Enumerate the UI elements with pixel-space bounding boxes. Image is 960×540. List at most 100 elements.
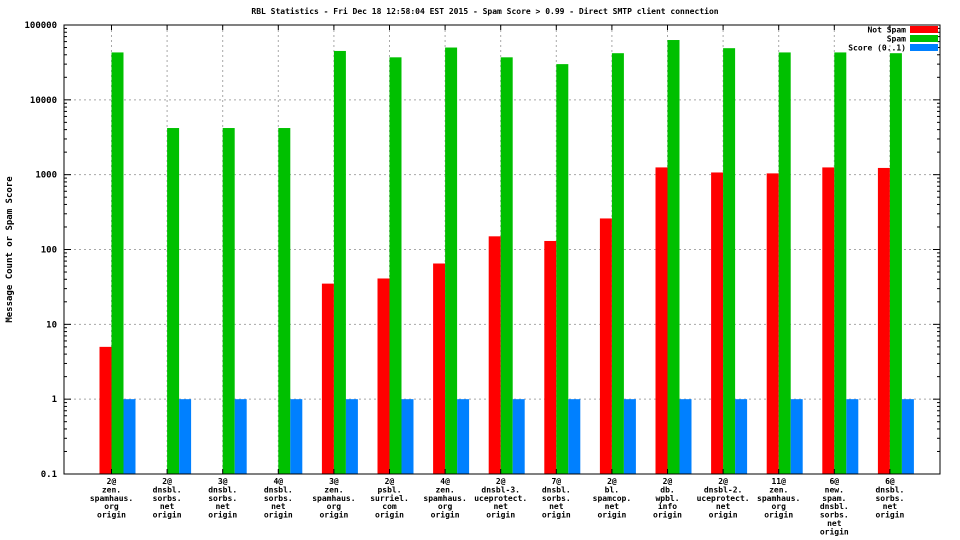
x-category-label: 7@	[551, 477, 561, 486]
bar-score-0-1	[679, 399, 692, 474]
x-category-label: sorbs.	[542, 494, 571, 503]
bar-spam	[556, 64, 569, 475]
x-category-label: zen.	[102, 485, 121, 494]
x-category-label: origin	[431, 510, 460, 520]
x-category-label: 2@	[718, 477, 728, 486]
bar-score-0-1	[345, 399, 358, 474]
y-tick-label: 0.1	[41, 470, 57, 480]
x-category-label: uceprotect.	[474, 494, 527, 503]
bar-spam	[445, 47, 458, 475]
x-category-label: dnsbl.	[542, 485, 571, 494]
bar-score-0-1	[290, 399, 303, 474]
bar-score-0-1	[512, 399, 525, 474]
x-category-label: net	[160, 502, 175, 511]
x-category-label: 2@	[663, 477, 673, 486]
x-category-label: info	[658, 501, 677, 511]
bar-score-0-1	[568, 399, 581, 474]
x-category-label: origin	[820, 526, 849, 536]
x-category-label: dnsbl-3.	[481, 485, 520, 494]
x-category-label: org	[438, 502, 453, 511]
x-category-label: origin	[208, 510, 237, 520]
bar-score-0-1	[901, 399, 914, 474]
x-category-label: 11@	[771, 477, 786, 486]
x-category-label: sorbs.	[153, 494, 182, 503]
legend-swatch-spam	[910, 35, 938, 42]
bar-spam	[167, 128, 180, 474]
x-category-label: 2@	[107, 477, 117, 486]
x-category-label: net	[883, 502, 898, 511]
bar-spam	[889, 53, 902, 474]
x-category-label: zen.	[324, 485, 343, 494]
legend-swatch-not-spam	[910, 26, 938, 33]
bar-score-0-1	[401, 399, 414, 474]
bar-not-spam	[377, 278, 390, 474]
x-category-label: 6@	[885, 477, 895, 486]
bar-score-0-1	[234, 399, 247, 474]
x-category-label: dnsbl.	[208, 485, 237, 494]
x-category-label: origin	[653, 510, 682, 520]
bar-spam	[834, 52, 847, 475]
y-tick-label: 10	[46, 320, 57, 330]
x-category-label: 2@	[162, 477, 172, 486]
x-category-label: dnsbl.	[264, 485, 293, 494]
x-category-label: origin	[97, 510, 126, 520]
x-category-label: origin	[875, 510, 904, 520]
bar-spam	[667, 40, 680, 474]
y-tick-label: 100	[41, 246, 57, 256]
x-category-label: dnsbl.	[875, 485, 904, 494]
bar-spam	[111, 52, 124, 475]
bar-spam	[778, 52, 791, 475]
x-category-label: net	[271, 502, 286, 511]
x-category-label: org	[327, 502, 342, 511]
bar-not-spam	[433, 263, 446, 474]
x-category-label: sorbs.	[208, 494, 237, 503]
x-category-label: dnsbl-2.	[704, 485, 743, 494]
x-category-label: spamhaus.	[423, 494, 466, 503]
x-category-label: zen.	[769, 485, 788, 494]
bar-not-spam	[99, 346, 112, 474]
x-category-label: net	[827, 519, 842, 528]
bar-spam	[222, 128, 235, 474]
legend-label-spam: Spam	[887, 35, 906, 44]
bar-spam	[333, 50, 346, 474]
bar-not-spam	[655, 167, 668, 475]
legend-swatch-score-0-1	[910, 44, 938, 51]
x-category-label: origin	[375, 510, 404, 520]
x-category-label: 3@	[329, 477, 339, 486]
bar-spam	[389, 57, 402, 475]
bar-score-0-1	[457, 399, 470, 474]
x-category-label: org	[104, 502, 119, 511]
bar-not-spam	[544, 240, 557, 474]
x-category-label: uceprotect.	[697, 494, 750, 503]
bar-not-spam	[877, 167, 890, 474]
x-category-label: new.	[825, 485, 844, 494]
bar-not-spam	[488, 236, 501, 474]
x-category-label: bl.	[605, 485, 619, 494]
x-category-label: 2@	[496, 477, 506, 486]
x-category-label: spamhaus.	[757, 494, 800, 503]
y-axis-label: Message Count or Spam Score	[5, 176, 15, 323]
x-category-label: org	[771, 502, 786, 511]
bar-spam	[611, 53, 624, 474]
x-category-label: db.	[660, 485, 674, 494]
legend-label-not-spam: Not Spam	[867, 26, 906, 35]
bar-score-0-1	[123, 399, 136, 474]
bar-spam	[500, 57, 513, 475]
y-tick-label: 1	[52, 395, 57, 405]
x-category-label: 3@	[218, 477, 228, 486]
x-category-label: sorbs.	[264, 494, 293, 503]
bar-not-spam	[599, 218, 612, 474]
x-category-label: 6@	[829, 477, 839, 486]
x-category-label: origin	[486, 510, 515, 520]
x-category-label: origin	[542, 510, 571, 520]
x-category-label: com	[382, 502, 397, 511]
x-category-label: psbl.	[377, 485, 401, 494]
x-category-label: dnsbl.	[153, 485, 182, 494]
x-category-label: net	[549, 502, 564, 511]
bar-not-spam	[766, 173, 779, 474]
bar-score-0-1	[623, 399, 636, 474]
bar-spam	[723, 48, 736, 475]
x-category-label: spam.	[822, 494, 846, 503]
x-category-label: 4@	[273, 477, 283, 486]
x-category-label: origin	[264, 510, 293, 520]
